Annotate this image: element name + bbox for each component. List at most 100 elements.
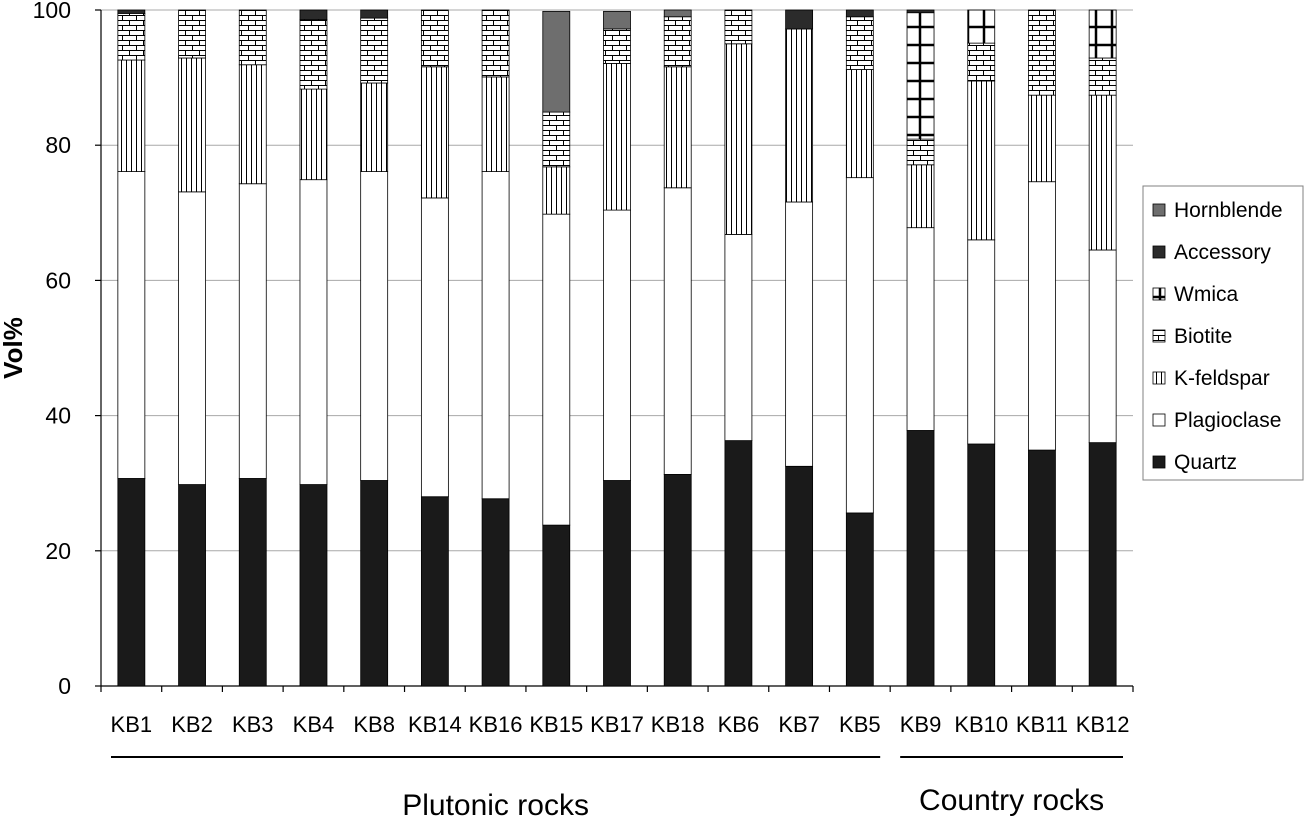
legend-swatch [1152,413,1166,427]
bar-segment-quartz-kb10 [967,443,996,687]
bar-segment-biotite-kb17 [603,28,631,64]
bar-segment-k-feldspar-kb14 [420,66,449,199]
bar-segment-quartz-kb2 [178,484,206,687]
x-tick-label: KB2 [171,712,213,737]
x-tick-label: KB5 [839,712,881,737]
legend-swatch [1152,371,1166,385]
bar-segment-quartz-kb11 [1028,449,1056,687]
bar-segment-hornblende-kb17 [603,10,631,30]
bar-segment-k-feldspar-kb15 [542,166,571,215]
bar-segment-k-feldspar-kb16 [481,76,510,172]
legend-entry: K-feldspar [1174,367,1270,390]
y-tick-label: 100 [33,0,71,23]
category-labels: KB1 KB2 KB3 KB4 KB8 KB14 KB16 KB15 KB17 KB18 KB6 KB… [111,712,1130,737]
bar-segment-accessory-kb9 [906,9,935,14]
bar-segment-biotite-kb14 [420,9,449,68]
bar-segment-biotite-kb8 [360,17,389,84]
legend-entry: Quartz [1174,451,1237,474]
bar-segment-plagioclase-kb15 [542,213,571,526]
legend-swatch [1152,287,1166,301]
legend: Hornblende Accessory Wmica Biotite K-feldspa… [1142,185,1304,481]
x-tick-label: KB11 [1016,712,1068,737]
legend-swatch [1152,329,1166,343]
bar-segment-plagioclase-kb16 [481,171,510,500]
bar-segment-accessory-kb4 [299,9,328,20]
x-tick-label: KB14 [408,712,462,737]
bar-segment-k-feldspar-kb10 [967,80,996,241]
y-tick-label: 80 [45,132,71,158]
bar-segment-plagioclase-kb18 [663,187,692,475]
bar-segment-k-feldspar-kb5 [845,69,874,179]
x-tick-label: KB3 [232,712,274,737]
bar-segment-biotite-kb16 [481,9,510,78]
bar-segment-quartz-kb7 [785,465,814,687]
legend-swatch [1152,203,1166,217]
bar-segment-k-feldspar-kb12 [1088,94,1117,251]
bar-segment-quartz-kb4 [299,484,328,687]
bar-segment-k-feldspar-kb4 [299,88,328,181]
x-tick-label: KB15 [529,712,583,737]
x-tick-label: KB6 [718,712,760,737]
bar-segment-plagioclase-kb1 [117,171,146,479]
y-axis-label: Vol% [0,317,28,379]
bar-segment-plagioclase-kb12 [1088,249,1117,444]
bar-segment-quartz-kb12 [1088,442,1117,687]
bar-segment-biotite-kb15 [542,111,571,168]
x-tick-label: KB1 [111,712,153,737]
bar-segment-k-feldspar-kb17 [603,63,631,211]
x-tick-label: KB9 [900,712,942,737]
bar-segment-k-feldspar-kb6 [724,43,753,235]
bar-segment-quartz-kb6 [724,440,753,687]
bar-segment-biotite-kb5 [845,16,874,70]
x-tick-label: KB7 [778,712,820,737]
group-label: Plutonic rocks [402,789,589,819]
bar-segment-biotite-kb12 [1088,57,1117,96]
bar-segment-plagioclase-kb6 [724,234,753,442]
axes: 0 20 40 60 80 100 [33,0,1134,699]
x-tick-label: KB12 [1076,712,1130,737]
bar-segment-biotite-kb6 [724,9,753,45]
x-tick-label: KB4 [293,712,335,737]
legend-entry: Biotite [1174,325,1232,348]
bar-segment-quartz-kb16 [481,498,510,687]
bar-segment-plagioclase-kb14 [420,197,449,498]
bar-segment-accessory-kb1 [117,9,146,14]
bar-segment-k-feldspar-kb11 [1028,94,1056,183]
x-tick-label: KB18 [651,712,705,737]
y-tick-label: 40 [45,403,71,429]
bar-segment-plagioclase-kb10 [967,239,996,445]
bar-segment-quartz-kb9 [906,430,935,687]
bar-segment-plagioclase-kb4 [299,179,328,485]
bar-segment-hornblende-kb15 [542,10,571,113]
bar-segment-quartz-kb3 [238,478,267,687]
bar-segment-k-feldspar-kb2 [178,57,206,193]
x-tick-label: KB16 [469,712,523,737]
legend-box [1142,185,1304,481]
bar-segment-wmica-kb12 [1088,9,1117,59]
bars [117,9,1117,687]
bar-segment-plagioclase-kb5 [845,177,874,514]
bar-segment-biotite-kb11 [1028,9,1056,96]
bar-segment-plagioclase-kb2 [178,191,206,485]
bar-segment-biotite-kb4 [299,19,328,90]
x-tick-label: KB17 [590,712,644,737]
bar-segment-plagioclase-kb17 [603,209,631,481]
bar-segment-quartz-kb17 [603,480,631,687]
bar-segment-hornblende-kb18 [663,9,692,18]
bar-segment-k-feldspar-kb1 [117,59,146,172]
y-tick-label: 60 [45,267,71,293]
legend-swatch [1152,455,1166,469]
y-tick-label: 0 [58,673,71,699]
bar-segment-k-feldspar-kb3 [238,64,267,185]
bar-segment-k-feldspar-kb7 [785,28,814,203]
bar-segment-k-feldspar-kb18 [663,66,692,189]
bar-segment-accessory-kb5 [845,9,874,18]
bar-segment-plagioclase-kb9 [906,227,935,431]
bar-segment-biotite-kb2 [178,9,206,59]
bar-segment-k-feldspar-kb9 [906,164,935,229]
bar-segment-plagioclase-kb7 [785,201,814,467]
bar-segment-biotite-kb18 [663,16,692,68]
bar-segment-quartz-kb14 [420,496,449,687]
legend-swatch [1152,245,1166,259]
